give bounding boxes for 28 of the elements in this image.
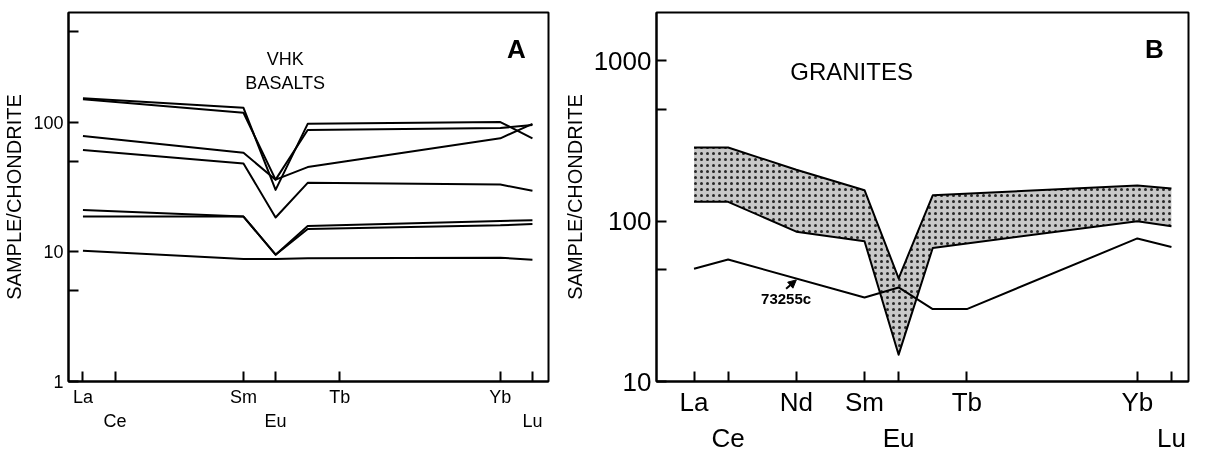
x-tick-label: Nd bbox=[779, 386, 813, 417]
y-tick-label: 100 bbox=[608, 206, 652, 237]
x-tick-label: Sm bbox=[845, 386, 885, 417]
x-tick-label: Yb bbox=[489, 386, 512, 407]
x-tick-label: Sm bbox=[229, 386, 257, 407]
x-tick-label: Ce bbox=[103, 410, 127, 431]
x-tick-label: Tb bbox=[951, 386, 983, 417]
y-tick-label: 100 bbox=[33, 112, 64, 133]
x-tick-label: Lu bbox=[522, 410, 543, 431]
x-tick-label: Tb bbox=[329, 386, 351, 407]
x-tick-label: Eu bbox=[264, 410, 287, 431]
annotation: VHK BASALTS bbox=[245, 49, 326, 94]
x-tick-label: Ce bbox=[711, 422, 745, 453]
y-tick-label: 10 bbox=[43, 242, 64, 263]
annotation: B bbox=[1145, 34, 1164, 65]
x-tick-label: Lu bbox=[1156, 422, 1186, 453]
y-tick-label: 10 bbox=[622, 366, 652, 397]
annotation: GRANITES bbox=[790, 58, 913, 86]
y-tick-label: 1000 bbox=[593, 45, 652, 76]
x-tick-label: La bbox=[72, 386, 94, 407]
y-axis-title: SAMPLE/CHONDRITE bbox=[3, 94, 26, 300]
x-tick-label: Eu bbox=[882, 422, 915, 453]
y-axis-title: SAMPLE/CHONDRITE bbox=[563, 94, 586, 300]
y-tick-label: 1 bbox=[53, 372, 64, 392]
annotation: A bbox=[507, 34, 526, 65]
x-tick-label: Yb bbox=[1121, 386, 1154, 417]
annotation: 73255c bbox=[761, 290, 812, 308]
x-tick-label: La bbox=[679, 386, 710, 417]
